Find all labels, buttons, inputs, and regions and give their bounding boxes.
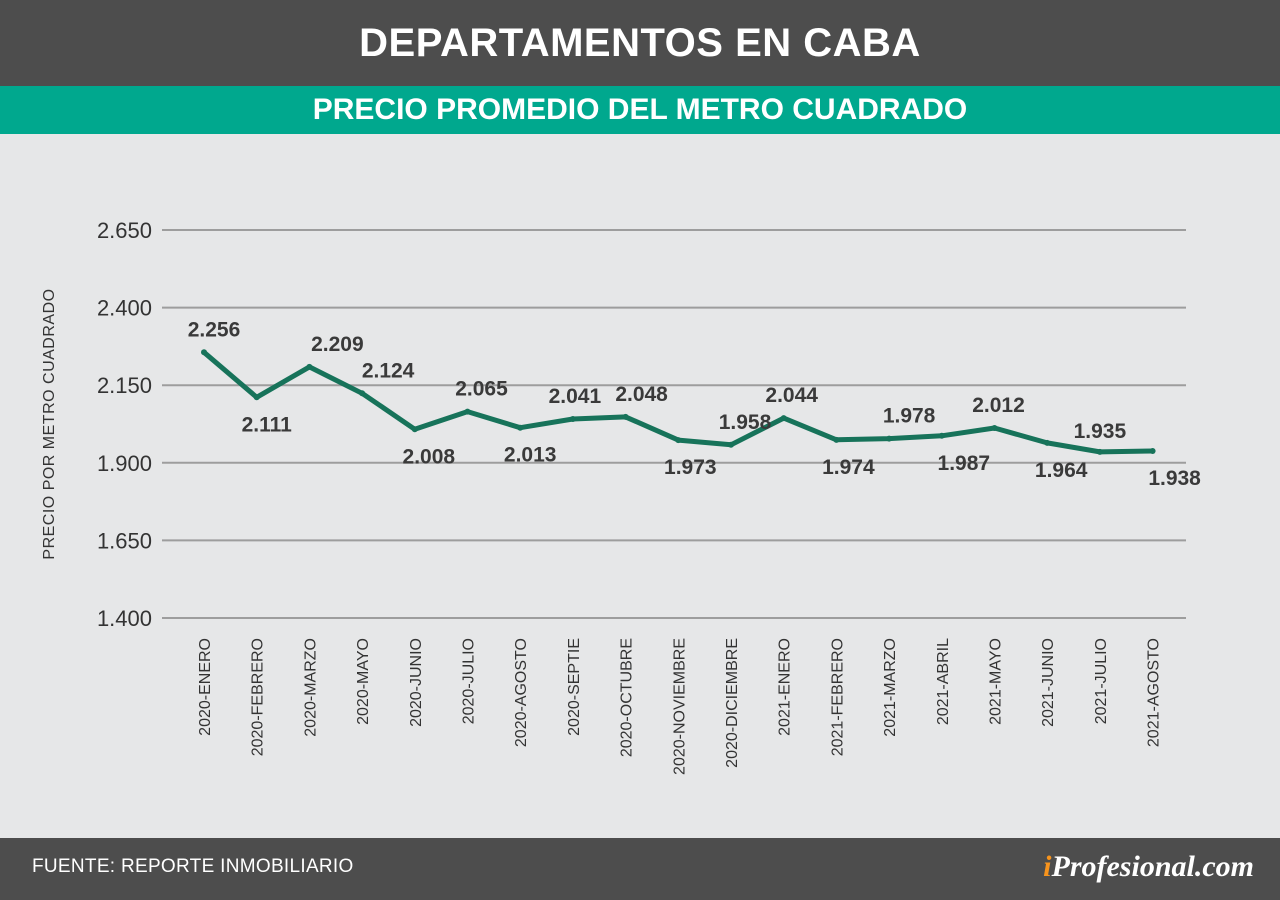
x-tick-label: 2020-AGOSTO: [513, 638, 530, 747]
data-point: [1044, 439, 1051, 446]
x-tick-label: 2021-ABRIL: [935, 638, 952, 725]
subtitle-bar: PRECIO PROMEDIO DEL METRO CUADRADO: [0, 86, 1280, 134]
x-tick-label: 2021-AGOSTO: [1146, 638, 1163, 747]
data-point: [517, 424, 524, 431]
x-tick-label: 2021-MAYO: [988, 638, 1005, 725]
x-tick-label: 2020-MARZO: [302, 638, 319, 737]
x-tick-label: 2020-DICIEMBRE: [724, 638, 741, 768]
brand-logo: iProfesional.com: [1043, 850, 1254, 884]
data-label: 2.013: [504, 444, 557, 467]
chart-subtitle: PRECIO PROMEDIO DEL METRO CUADRADO: [312, 93, 968, 126]
x-tick-label: 2020-SEPTIE: [566, 638, 583, 736]
data-point: [359, 390, 366, 397]
data-label: 1.987: [938, 452, 991, 475]
data-label: 1.964: [1035, 459, 1088, 482]
data-point: [253, 394, 260, 401]
brand-logo-text: Profesional.com: [1051, 850, 1255, 883]
data-point: [780, 415, 787, 422]
data-point: [833, 436, 840, 443]
data-point: [886, 435, 893, 442]
data-label: 1.958: [719, 411, 772, 434]
x-tick-label: 2021-ENERO: [777, 638, 794, 736]
chart-area: 2.650 2.400 2.150 1.900 1.650 1.400 PRECIO POR…: [0, 134, 1280, 838]
x-tick-label: 2020-NOVIEMBRE: [671, 638, 688, 775]
data-point: [991, 425, 998, 432]
y-tick-label: 2.650: [97, 218, 152, 243]
data-label: 2.111: [242, 413, 293, 436]
x-tick-label: 2021-MARZO: [882, 638, 899, 737]
y-tick-label: 1.650: [97, 528, 152, 553]
x-tick-label: 2020-ENERO: [197, 638, 214, 736]
y-tick-label: 1.400: [97, 606, 152, 631]
data-point: [201, 349, 207, 356]
data-label: 2.008: [403, 445, 456, 468]
x-tick-label: 2020-JULIO: [461, 638, 478, 724]
data-point: [569, 416, 576, 423]
data-point: [1149, 448, 1156, 455]
data-point: [411, 426, 418, 433]
data-label: 1.978: [883, 405, 936, 428]
data-point: [728, 441, 734, 448]
data-label: 1.974: [822, 456, 875, 479]
brand-logo-i: i: [1043, 850, 1052, 883]
data-point: [1096, 448, 1103, 455]
data-label: 2.044: [765, 384, 818, 407]
data-point: [675, 437, 682, 444]
x-tick-label: 2020-MAYO: [355, 638, 372, 725]
x-tick-label: 2021-JULIO: [1093, 638, 1110, 724]
data-label: 2.012: [972, 394, 1025, 417]
chart-title: DEPARTAMENTOS EN CABA: [359, 20, 921, 65]
data-label: 2.041: [549, 385, 602, 408]
data-label: 1.935: [1074, 420, 1127, 443]
x-tick-label: 2021-JUNIO: [1040, 638, 1057, 727]
source-note: FUENTE: REPORTE INMOBILIARIO: [32, 856, 354, 877]
x-tick-label: 2020-FEBRERO: [250, 638, 267, 756]
data-label: 2.065: [455, 378, 508, 401]
title-bar: DEPARTAMENTOS EN CABA: [0, 0, 1280, 86]
data-point: [938, 432, 945, 439]
data-label: 2.209: [311, 333, 364, 356]
x-tick-label: 2021-FEBRERO: [829, 638, 846, 756]
footer-bar: FUENTE: REPORTE INMOBILIARIO iProfesiona…: [0, 838, 1280, 900]
y-axis-title: PRECIO POR METRO CUADRADO: [41, 288, 58, 559]
data-label: 2.124: [362, 359, 415, 382]
y-tick-label: 1.900: [97, 451, 152, 476]
x-tick-label: 2020-JUNIO: [408, 638, 425, 727]
data-point: [464, 408, 471, 415]
x-tick-label: 2020-OCTUBRE: [619, 638, 636, 757]
y-tick-label: 2.400: [97, 296, 152, 321]
data-point: [306, 363, 313, 370]
data-label: 1.973: [664, 456, 717, 479]
line-chart: 2.650 2.400 2.150 1.900 1.650 1.400 PRECIO POR…: [41, 218, 1201, 775]
data-label: 2.256: [188, 318, 241, 341]
data-label: 2.048: [615, 383, 668, 406]
y-tick-label: 2.150: [97, 373, 152, 398]
data-point: [622, 413, 629, 420]
data-label: 1.938: [1148, 467, 1201, 490]
